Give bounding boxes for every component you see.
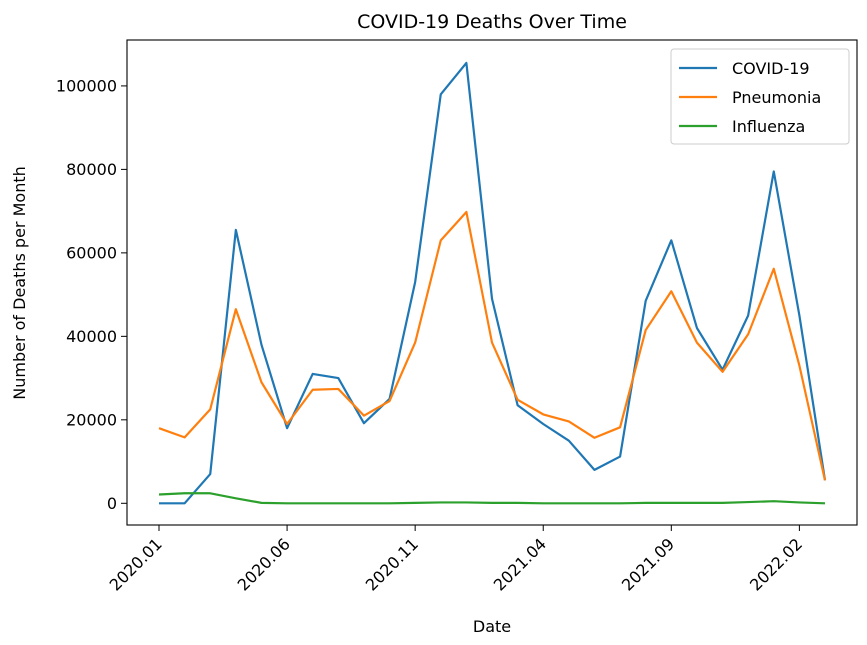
series-line-2: [158, 210, 827, 481]
legend: COVID-19 Pneumonia Influenza: [670, 48, 850, 145]
y-tick-label: 100000: [56, 76, 117, 95]
x-tick-label: 2021.04: [490, 534, 550, 594]
legend-label-2: Pneumonia: [732, 88, 821, 107]
x-tick-label: 2020.06: [234, 534, 294, 594]
y-tick-label: 0: [107, 494, 117, 513]
x-tick-label: 2022.02: [746, 534, 806, 594]
series-line-1: [159, 61, 827, 505]
x-tick-label: 2020.11: [362, 534, 422, 594]
legend-label-3: Influenza: [732, 117, 805, 136]
series-line-3: [158, 492, 826, 505]
x-tick-label: 2021.09: [618, 534, 678, 594]
y-tick-label: 80000: [66, 160, 117, 179]
legend-label-1: COVID-19: [732, 59, 810, 78]
chart-title: COVID-19 Deaths Over Time: [357, 11, 627, 33]
y-axis-label: Number of Deaths per Month: [10, 166, 29, 399]
y-tick-label: 40000: [66, 327, 117, 346]
x-tick-label: 2020.01: [106, 534, 166, 594]
plot-frame: [126, 39, 858, 526]
y-tick-label: 20000: [66, 410, 117, 429]
x-axis-label: Date: [473, 617, 511, 636]
y-tick-label: 60000: [66, 243, 117, 262]
legend-box: [670, 48, 850, 145]
